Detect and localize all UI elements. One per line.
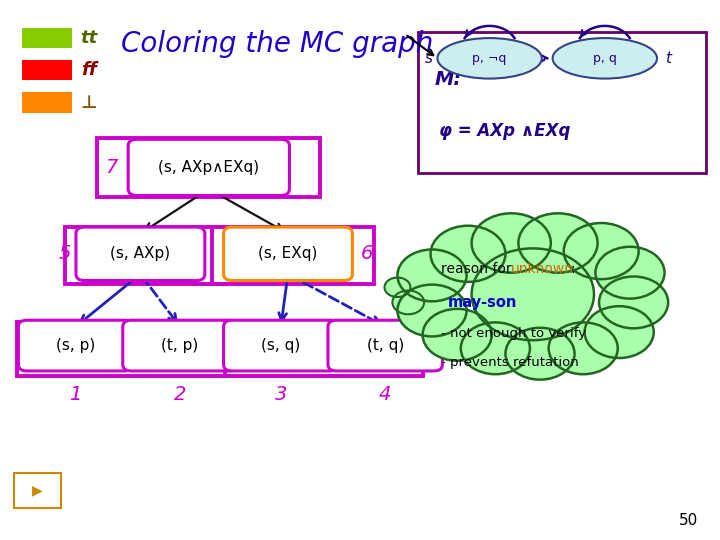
Text: ▶: ▶: [32, 483, 42, 497]
Circle shape: [431, 226, 505, 282]
FancyBboxPatch shape: [22, 28, 72, 48]
Text: - not enough to verify: - not enough to verify: [441, 327, 586, 340]
FancyBboxPatch shape: [14, 472, 61, 508]
Text: 3: 3: [274, 384, 287, 404]
FancyBboxPatch shape: [22, 60, 72, 80]
Text: 4: 4: [379, 384, 392, 404]
Text: (s, AXp∧EXq): (s, AXp∧EXq): [158, 160, 259, 175]
Text: M:: M:: [434, 70, 462, 89]
Text: (s, AXp): (s, AXp): [110, 246, 171, 261]
Circle shape: [585, 306, 654, 358]
Circle shape: [599, 276, 668, 328]
Text: 5: 5: [58, 244, 71, 264]
Text: φ = AXp ∧EXq: φ = AXp ∧EXq: [439, 122, 570, 139]
Text: may-son: may-son: [448, 295, 517, 310]
FancyBboxPatch shape: [328, 320, 442, 371]
Text: ff: ff: [81, 61, 96, 79]
FancyBboxPatch shape: [128, 139, 289, 195]
Circle shape: [397, 249, 467, 301]
Text: (s, p): (s, p): [56, 338, 95, 353]
FancyBboxPatch shape: [65, 227, 227, 284]
Text: Coloring the MC graph: Coloring the MC graph: [121, 30, 433, 58]
Text: t: t: [665, 51, 671, 66]
Circle shape: [549, 322, 618, 374]
Circle shape: [397, 285, 467, 336]
Circle shape: [518, 213, 598, 273]
Text: unknown: unknown: [511, 262, 575, 276]
FancyBboxPatch shape: [97, 138, 320, 197]
Text: s: s: [424, 51, 433, 66]
Text: 6: 6: [361, 244, 374, 264]
Ellipse shape: [438, 38, 542, 78]
Text: 7: 7: [105, 158, 118, 177]
Circle shape: [392, 291, 424, 314]
Text: (t, p): (t, p): [161, 338, 199, 353]
Text: - prevents refutation: - prevents refutation: [441, 356, 578, 369]
FancyBboxPatch shape: [223, 320, 338, 371]
Circle shape: [461, 322, 530, 374]
FancyBboxPatch shape: [22, 92, 72, 113]
Text: (t, q): (t, q): [366, 338, 404, 353]
Text: :: :: [570, 262, 575, 276]
Text: (s, q): (s, q): [261, 338, 300, 353]
FancyBboxPatch shape: [122, 320, 238, 371]
FancyBboxPatch shape: [225, 322, 423, 376]
FancyBboxPatch shape: [418, 32, 706, 173]
FancyBboxPatch shape: [212, 227, 374, 284]
Circle shape: [423, 309, 492, 361]
Circle shape: [472, 213, 551, 273]
FancyBboxPatch shape: [17, 322, 287, 376]
Text: reason for: reason for: [441, 262, 516, 276]
Text: 2: 2: [174, 384, 186, 404]
Text: 50: 50: [679, 513, 698, 528]
Circle shape: [505, 328, 575, 380]
Circle shape: [564, 223, 639, 279]
Text: 1: 1: [69, 384, 82, 404]
Circle shape: [472, 248, 594, 340]
Text: ⊥: ⊥: [81, 93, 97, 112]
Text: p, ¬q: p, ¬q: [472, 52, 507, 65]
FancyBboxPatch shape: [18, 320, 133, 371]
Circle shape: [595, 247, 665, 299]
Text: (s, EXq): (s, EXq): [258, 246, 318, 261]
FancyBboxPatch shape: [76, 227, 204, 280]
Circle shape: [384, 278, 410, 297]
Ellipse shape: [552, 38, 657, 78]
FancyBboxPatch shape: [223, 227, 353, 280]
Text: tt: tt: [81, 29, 98, 47]
Text: p, q: p, q: [593, 52, 617, 65]
